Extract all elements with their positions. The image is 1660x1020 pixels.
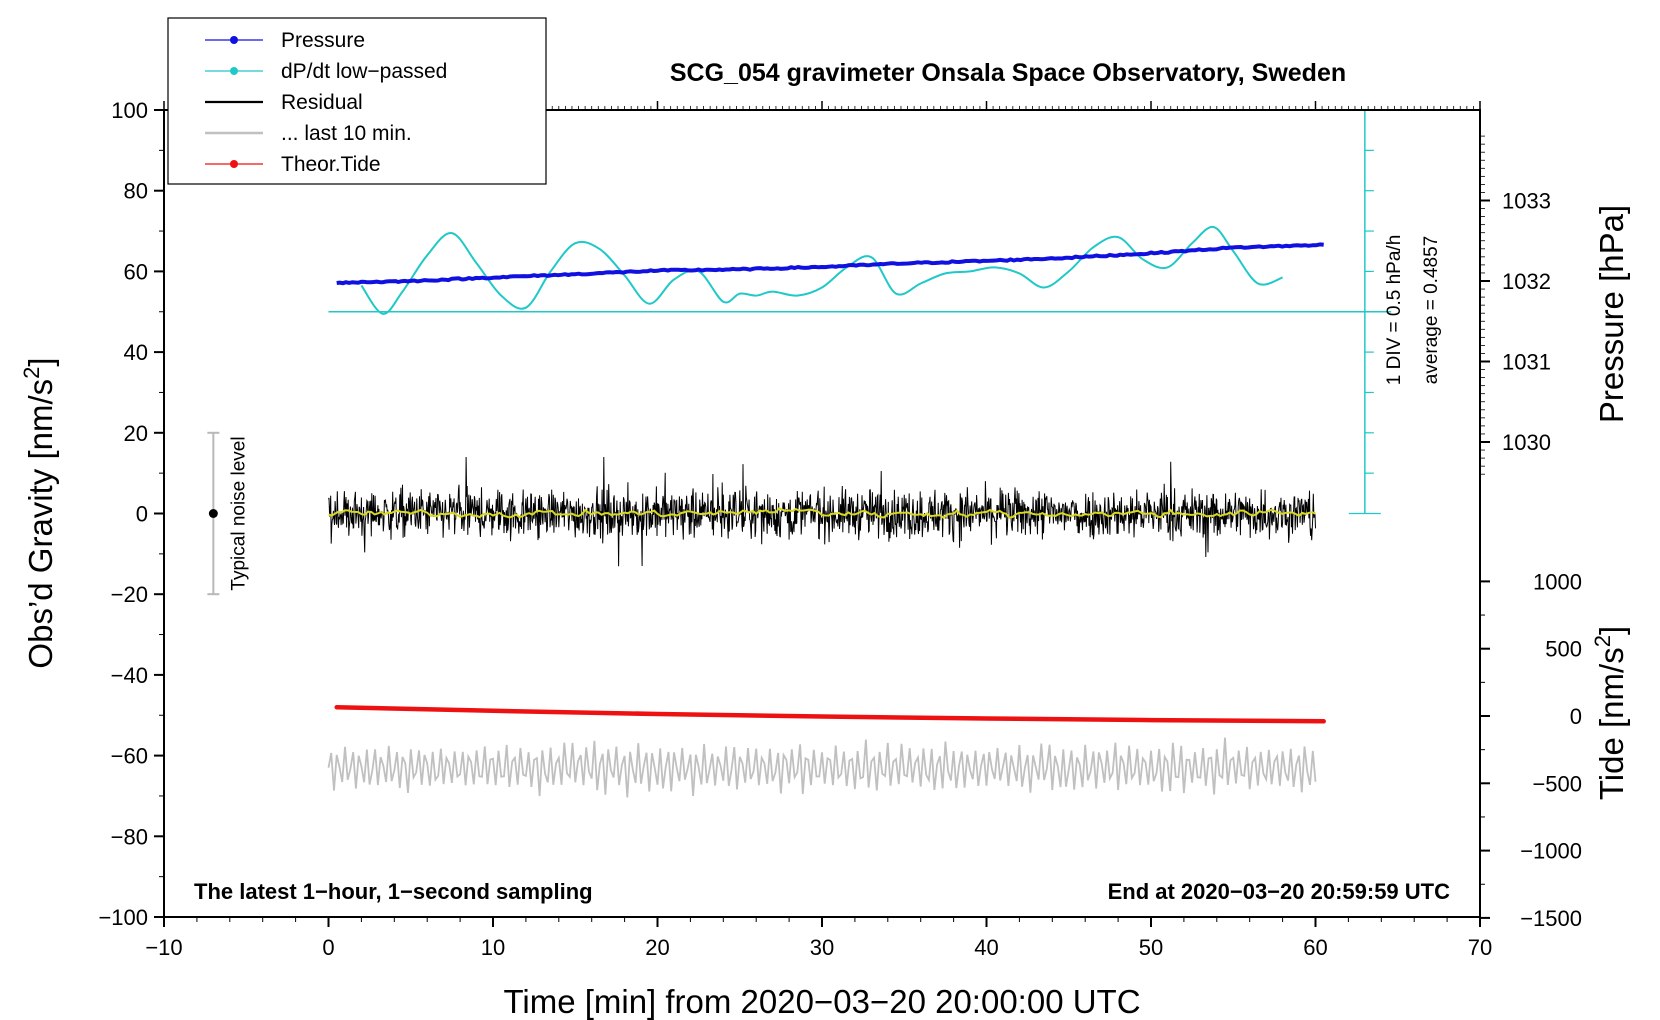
y-axis-title-left-sup: 2 <box>19 367 44 379</box>
x-tick-label: 20 <box>645 935 669 960</box>
y-tick-label: 0 <box>136 502 148 527</box>
residual-smoothed-line <box>328 507 1316 520</box>
x-tick-label: 60 <box>1303 935 1327 960</box>
legend-label: Pressure <box>281 29 365 52</box>
y-tick-label: 100 <box>111 98 148 123</box>
chart-title: SCG_054 gravimeter Onsala Space Observat… <box>670 59 1346 87</box>
y-tick-label: −40 <box>111 663 148 688</box>
bottom-right-note: End at 2020−03−20 20:59:59 UTC <box>1108 879 1451 904</box>
y-axis-title-left: Obs’d Gravity [nm/s2] <box>19 357 59 668</box>
y-axis-title-left-end: ] <box>22 357 59 366</box>
y-tick-label: −20 <box>111 582 148 607</box>
legend-label: Theor.Tide <box>281 153 381 176</box>
legend-marker <box>230 36 238 44</box>
y-axis-title-tide-end: ] <box>1593 626 1630 635</box>
series-layer <box>327 109 1392 798</box>
tide-tick-label: 1000 <box>1533 569 1582 594</box>
dpdt-line <box>360 225 1283 315</box>
theor-tide-line <box>334 704 1326 724</box>
y-axis-title-tide-main: Tide [nm/s <box>1593 647 1630 800</box>
div-label: 1 DIV = 0.5 hPa/h <box>1384 235 1405 386</box>
legend: Pressure dP/dt low−passed Residual ... last… <box>167 17 547 185</box>
pressure-tick-label: 1032 <box>1502 269 1551 294</box>
noise-level-label: Typical noise level <box>228 436 249 590</box>
y-axis-title-left-main: Obs’d Gravity [nm/s <box>22 379 59 669</box>
tide-tick-label: −1500 <box>1520 906 1582 931</box>
y-tick-label: 60 <box>124 259 148 284</box>
y-tick-label: 20 <box>124 421 148 446</box>
legend-label: Residual <box>281 91 363 114</box>
axes-layer: −10 0 10 20 30 40 50 60 70100806040200−20−40−60−… <box>98 98 1582 960</box>
tide-tick-label: 500 <box>1545 637 1582 662</box>
x-tick-label: 0 <box>322 935 334 960</box>
average-label: average = 0.4857 <box>1421 236 1442 384</box>
residual-line <box>328 456 1316 567</box>
x-tick-label: −10 <box>145 935 182 960</box>
noise-level-dot <box>208 509 218 518</box>
y-axis-title-tide-sup: 2 <box>1590 635 1615 647</box>
bottom-left-note: The latest 1−hour, 1−second sampling <box>194 879 593 904</box>
tide-tick-label: 0 <box>1570 704 1582 729</box>
pressure-tick-label: 1031 <box>1502 350 1551 375</box>
legend-entries: Pressure dP/dt low−passed Residual ... last… <box>205 29 447 176</box>
x-tick-label: 50 <box>1139 935 1163 960</box>
annotation-layer: Typical noise level 1 DIV = 0.5 hPa/h aver… <box>207 235 1442 596</box>
y-axis-title-pressure: Pressure [hPa] <box>1593 205 1630 423</box>
pressure-line <box>336 242 1324 286</box>
y-axis-title-tide: Tide [nm/s2] <box>1590 626 1630 800</box>
x-tick-label: 30 <box>810 935 834 960</box>
tide-tick-label: −500 <box>1532 771 1582 796</box>
pressure-tick-label: 1030 <box>1502 430 1551 455</box>
legend-label: dP/dt low−passed <box>281 60 447 83</box>
legend-marker <box>230 160 238 168</box>
y-tick-label: −80 <box>111 824 148 849</box>
legend-marker <box>230 67 238 75</box>
pressure-tick-label: 1033 <box>1502 189 1551 214</box>
x-tick-label: 40 <box>974 935 998 960</box>
x-tick-label: 10 <box>481 935 505 960</box>
y-tick-label: −60 <box>111 744 148 769</box>
y-tick-label: 80 <box>124 179 148 204</box>
legend-label: ... last 10 min. <box>281 122 412 145</box>
y-tick-label: −100 <box>98 905 148 930</box>
x-tick-label: 70 <box>1468 935 1492 960</box>
last-10-min-line <box>327 737 1317 798</box>
y-tick-label: 40 <box>124 340 148 365</box>
x-axis-title: Time [min] from 2020−03−20 20:00:00 UTC <box>503 983 1140 1020</box>
tide-tick-label: −1000 <box>1520 839 1582 864</box>
